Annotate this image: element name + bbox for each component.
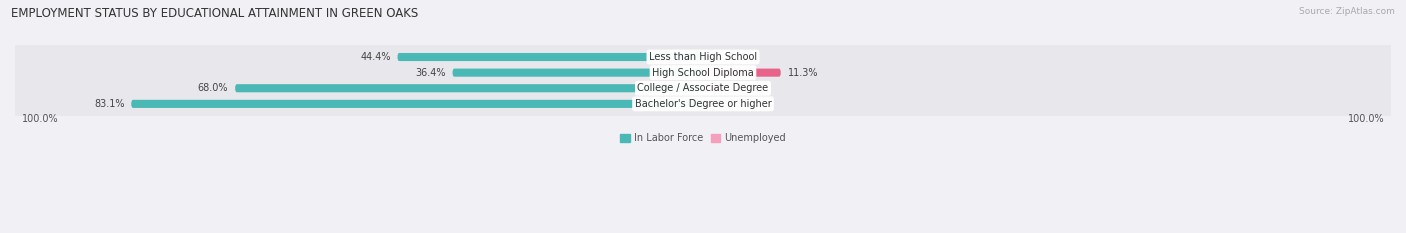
Text: Less than High School: Less than High School [650, 52, 756, 62]
Text: EMPLOYMENT STATUS BY EDUCATIONAL ATTAINMENT IN GREEN OAKS: EMPLOYMENT STATUS BY EDUCATIONAL ATTAINM… [11, 7, 419, 20]
Text: College / Associate Degree: College / Associate Degree [637, 83, 769, 93]
FancyBboxPatch shape [235, 84, 703, 92]
FancyBboxPatch shape [11, 42, 1395, 72]
FancyBboxPatch shape [131, 100, 703, 108]
FancyBboxPatch shape [703, 53, 720, 61]
Text: 100.0%: 100.0% [1347, 114, 1384, 124]
Text: 3.2%: 3.2% [733, 83, 756, 93]
FancyBboxPatch shape [453, 69, 703, 77]
Text: 44.4%: 44.4% [360, 52, 391, 62]
FancyBboxPatch shape [703, 69, 780, 77]
FancyBboxPatch shape [703, 100, 720, 108]
Text: 83.1%: 83.1% [94, 99, 124, 109]
Legend: In Labor Force, Unemployed: In Labor Force, Unemployed [616, 130, 790, 147]
Text: 0.3%: 0.3% [727, 99, 751, 109]
Text: High School Diploma: High School Diploma [652, 68, 754, 78]
FancyBboxPatch shape [11, 58, 1395, 87]
Text: Source: ZipAtlas.com: Source: ZipAtlas.com [1299, 7, 1395, 16]
Text: 11.3%: 11.3% [787, 68, 818, 78]
Text: 36.4%: 36.4% [415, 68, 446, 78]
Text: 0.0%: 0.0% [727, 52, 751, 62]
Text: 68.0%: 68.0% [198, 83, 228, 93]
Text: Bachelor's Degree or higher: Bachelor's Degree or higher [634, 99, 772, 109]
FancyBboxPatch shape [11, 89, 1395, 119]
Text: 100.0%: 100.0% [22, 114, 59, 124]
FancyBboxPatch shape [398, 53, 703, 61]
FancyBboxPatch shape [11, 74, 1395, 103]
FancyBboxPatch shape [703, 84, 725, 92]
